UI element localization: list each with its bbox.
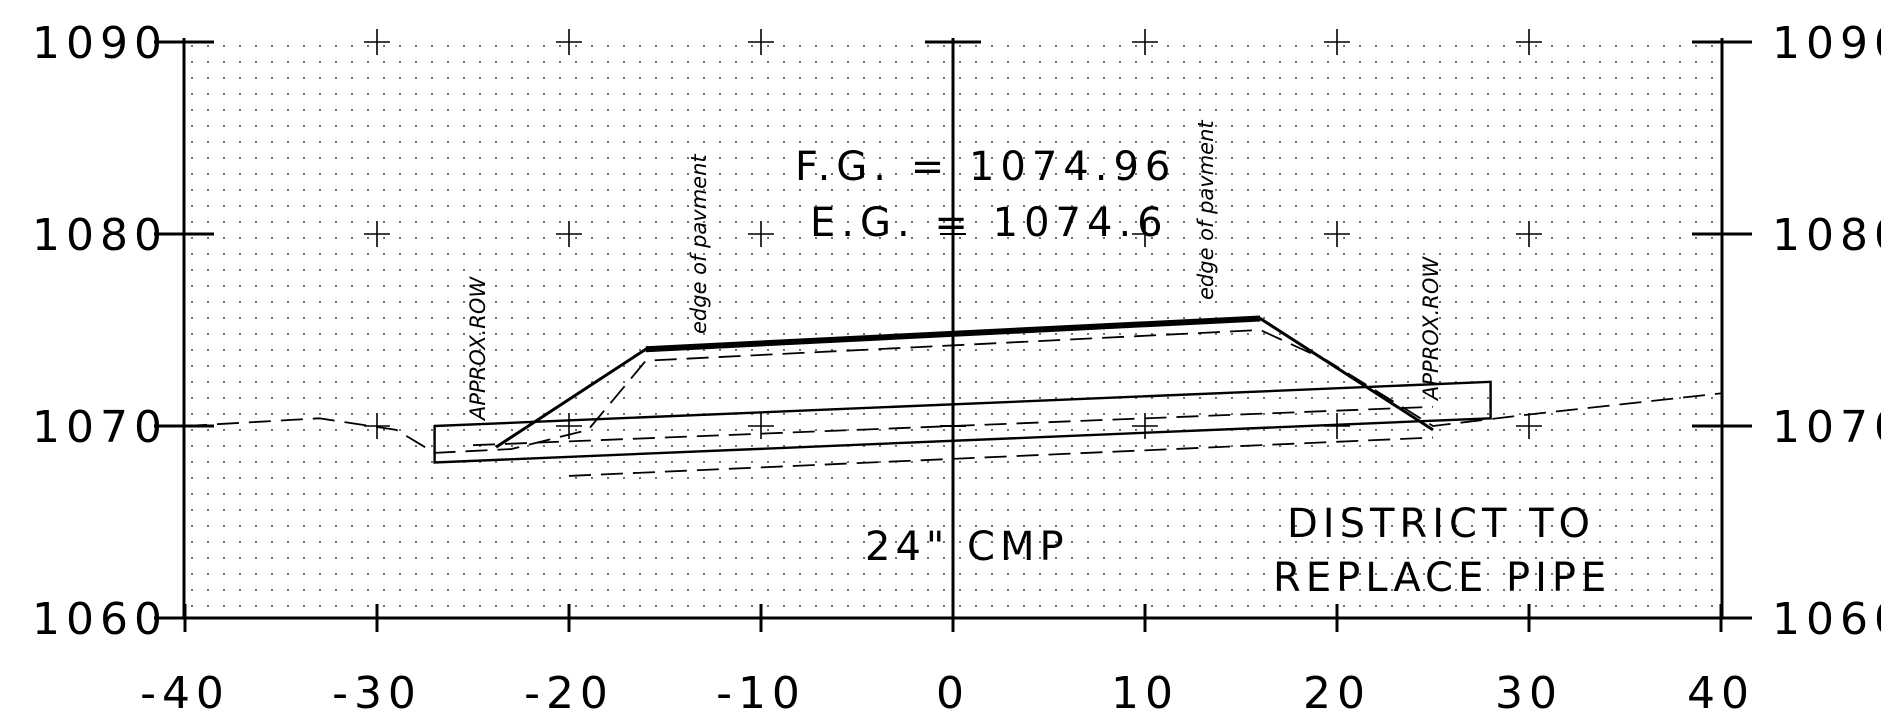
y-tick-label-left: 1060 — [32, 594, 168, 645]
pipe-label: 24" CMP — [865, 524, 1069, 570]
x-tick-label: -10 — [716, 668, 806, 716]
y-tick-label-right: 1070 — [1772, 402, 1881, 453]
x-tick-label: 10 — [1111, 668, 1179, 716]
edge-of-pavement-left-label: edge of pavment — [687, 154, 711, 334]
tick-labels: -40 -30 -20 -10 0 10 20 30 40 1060 1060 1070 1070 108… — [32, 18, 1881, 719]
x-tick-label: 0 — [936, 668, 970, 716]
axis-frame — [154, 38, 1752, 632]
approx-row-left-label: APPROX.ROW — [466, 276, 490, 422]
pipe-outline — [433, 380, 1492, 464]
district-label-line1: DISTRICT TO — [1287, 501, 1595, 547]
x-tick-label: -40 — [140, 668, 230, 716]
series-layer — [184, 315, 1722, 477]
eg-label: E.G. = 1074.6 — [810, 200, 1169, 246]
y-tick-label-left: 1080 — [32, 210, 168, 261]
y-tick-label-right: 1090 — [1772, 18, 1881, 69]
existing-ground-dashed-line-2 — [184, 329, 1722, 454]
district-label-line2: REPLACE PIPE — [1273, 555, 1611, 601]
edge-of-pavement-right-label: edge of pavment — [1194, 120, 1218, 300]
y-tick-label-right: 1060 — [1772, 594, 1881, 645]
finished-grade-line — [495, 316, 1434, 449]
x-tick-label: 40 — [1687, 668, 1755, 716]
y-tick-label-right: 1080 — [1772, 210, 1881, 261]
x-tick-label: -30 — [332, 668, 422, 716]
x-tick-label: -20 — [524, 668, 614, 716]
fg-label: F.G. = 1074.96 — [795, 144, 1176, 190]
y-tick-label-left: 1070 — [32, 402, 168, 453]
grid-plus-marks — [364, 29, 1542, 439]
y-tick-label-left: 1090 — [32, 18, 168, 69]
existing-ground-dashed-line-3 — [472, 405, 1434, 447]
approx-row-right-label: APPROX.ROW — [1419, 256, 1443, 402]
existing-ground-dashed-line-4 — [568, 436, 1434, 477]
x-tick-label: 30 — [1495, 668, 1563, 716]
x-tick-label: 20 — [1303, 668, 1371, 716]
